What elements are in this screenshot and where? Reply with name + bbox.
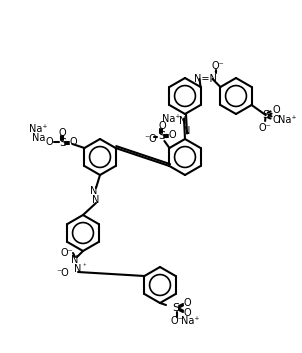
Text: Na⁺: Na⁺ (29, 124, 48, 134)
Text: N: N (90, 186, 98, 196)
Text: Na: Na (32, 133, 45, 143)
Text: N: N (179, 116, 187, 126)
Text: N=N: N=N (194, 74, 217, 84)
Text: O: O (169, 130, 176, 140)
Text: O⁻: O⁻ (211, 61, 224, 71)
Text: O: O (273, 105, 280, 115)
Text: ⁺: ⁺ (82, 264, 86, 270)
Text: O: O (183, 308, 191, 318)
Text: S: S (59, 138, 66, 148)
Text: N: N (183, 126, 191, 136)
Text: ⁺: ⁺ (214, 71, 217, 77)
Text: O: O (183, 298, 191, 308)
Text: O: O (69, 137, 77, 147)
Text: ⁻O: ⁻O (144, 134, 157, 144)
Text: Na⁺: Na⁺ (278, 115, 297, 125)
Text: Na⁺: Na⁺ (162, 114, 181, 124)
Text: S: S (172, 303, 180, 313)
Text: S: S (158, 131, 165, 141)
Text: N: N (71, 255, 79, 265)
Text: S: S (262, 110, 269, 120)
Text: ⁻O: ⁻O (57, 268, 69, 278)
Text: O⁻: O⁻ (258, 123, 271, 133)
Text: O: O (273, 115, 280, 125)
Text: O: O (159, 121, 166, 131)
Text: O: O (59, 128, 66, 138)
Text: O: O (46, 137, 53, 147)
Text: Na⁺: Na⁺ (181, 316, 199, 326)
Text: O⁻: O⁻ (171, 316, 183, 326)
Text: O⁻: O⁻ (61, 248, 73, 258)
Text: N: N (74, 264, 82, 274)
Text: N: N (92, 195, 100, 205)
